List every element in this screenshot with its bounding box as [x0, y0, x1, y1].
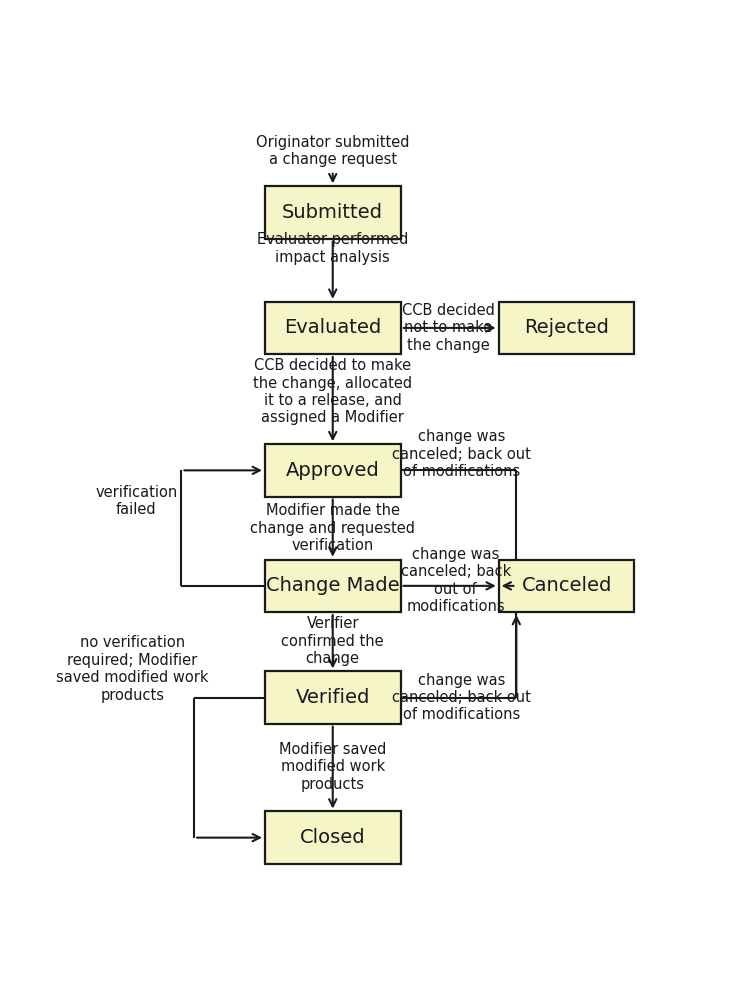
- FancyBboxPatch shape: [265, 811, 401, 864]
- Text: Closed: Closed: [300, 828, 366, 847]
- FancyBboxPatch shape: [265, 186, 401, 239]
- FancyBboxPatch shape: [265, 671, 401, 724]
- FancyBboxPatch shape: [265, 444, 401, 497]
- Text: Evaluator performed
impact analysis: Evaluator performed impact analysis: [257, 232, 408, 265]
- Text: Modifier made the
change and requested
verification: Modifier made the change and requested v…: [250, 503, 415, 553]
- Text: Canceled: Canceled: [522, 576, 612, 595]
- FancyBboxPatch shape: [265, 560, 401, 612]
- Text: no verification
required; Modifier
saved modified work
products: no verification required; Modifier saved…: [56, 635, 209, 703]
- Text: verification
failed: verification failed: [95, 485, 177, 517]
- Text: Originator submitted
a change request: Originator submitted a change request: [256, 135, 410, 167]
- Text: change was
canceled; back out
of modifications: change was canceled; back out of modific…: [392, 429, 531, 479]
- Text: change was
canceled; back
out of
modifications: change was canceled; back out of modific…: [401, 547, 511, 614]
- Text: Rejected: Rejected: [524, 318, 609, 337]
- Text: Verified: Verified: [296, 688, 370, 707]
- FancyBboxPatch shape: [498, 560, 635, 612]
- Text: Verifier
confirmed the
change: Verifier confirmed the change: [282, 616, 384, 666]
- FancyBboxPatch shape: [498, 302, 635, 354]
- Text: CCB decided
not to make
the change: CCB decided not to make the change: [402, 303, 495, 353]
- Text: Change Made: Change Made: [266, 576, 399, 595]
- Text: Submitted: Submitted: [282, 203, 383, 222]
- Text: Approved: Approved: [286, 461, 380, 480]
- FancyBboxPatch shape: [265, 302, 401, 354]
- Text: change was
canceled; back out
of modifications: change was canceled; back out of modific…: [392, 673, 531, 722]
- Text: Evaluated: Evaluated: [284, 318, 381, 337]
- Text: Modifier saved
modified work
products: Modifier saved modified work products: [279, 742, 387, 792]
- Text: CCB decided to make
the change, allocated
it to a release, and
assigned a Modifi: CCB decided to make the change, allocate…: [253, 358, 412, 425]
